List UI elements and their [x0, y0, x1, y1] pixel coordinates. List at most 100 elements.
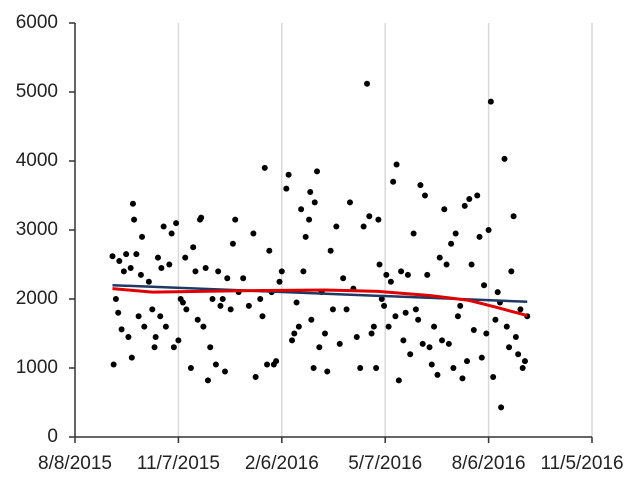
point — [424, 271, 431, 278]
point — [160, 223, 167, 230]
point — [289, 337, 296, 344]
point — [127, 264, 134, 271]
point — [459, 375, 466, 382]
point — [395, 377, 402, 384]
point — [336, 340, 343, 347]
point — [300, 268, 307, 275]
point — [149, 306, 156, 313]
point — [278, 268, 285, 275]
point — [478, 354, 485, 361]
point — [311, 199, 318, 206]
point — [137, 271, 144, 278]
point — [131, 216, 138, 223]
point — [168, 230, 175, 237]
point — [370, 323, 377, 330]
point — [179, 299, 186, 306]
point — [261, 164, 268, 171]
point — [353, 333, 360, 340]
y-tick-label: 6000 — [16, 12, 58, 33]
point — [501, 155, 508, 162]
point — [448, 240, 455, 247]
y-tick-label: 2000 — [16, 288, 58, 309]
point — [436, 254, 443, 261]
y-tick-label: 4000 — [16, 150, 58, 171]
point — [200, 323, 207, 330]
point — [192, 268, 199, 275]
point — [118, 326, 125, 333]
point — [154, 254, 161, 261]
point — [310, 365, 317, 371]
point — [329, 306, 336, 313]
point — [385, 323, 392, 330]
point — [139, 233, 146, 240]
point — [434, 371, 441, 378]
point — [457, 302, 464, 309]
point — [151, 344, 158, 351]
point — [266, 247, 273, 254]
point — [232, 216, 239, 223]
point — [481, 282, 488, 289]
point — [252, 373, 259, 380]
point — [381, 302, 388, 309]
y-tick-label: 1000 — [16, 357, 58, 378]
point — [166, 261, 173, 268]
point — [490, 373, 497, 380]
point — [360, 223, 367, 230]
point — [285, 171, 292, 178]
point — [357, 365, 364, 371]
point — [219, 296, 226, 302]
point — [340, 275, 347, 282]
point — [110, 361, 117, 368]
point — [157, 313, 164, 320]
point — [407, 351, 414, 358]
point — [503, 323, 510, 330]
x-tick-label: 2/6/2016 — [245, 453, 319, 474]
point — [183, 306, 190, 313]
point — [141, 323, 148, 330]
point — [158, 264, 165, 271]
point — [115, 309, 122, 316]
point — [521, 358, 528, 365]
point — [306, 216, 313, 223]
point — [412, 306, 419, 313]
point — [207, 344, 214, 351]
point — [109, 253, 116, 260]
y-tick-label: 5000 — [16, 81, 58, 102]
point — [383, 271, 390, 278]
point — [316, 344, 323, 351]
point — [125, 333, 132, 340]
point — [452, 230, 459, 237]
point — [439, 337, 446, 344]
point — [498, 404, 505, 411]
point — [295, 323, 302, 330]
point — [476, 233, 483, 240]
point — [273, 358, 280, 365]
point — [428, 361, 435, 368]
point — [387, 278, 394, 285]
point — [324, 368, 331, 375]
y-tick-label: 0 — [47, 426, 58, 447]
point — [116, 258, 123, 265]
point — [145, 278, 152, 285]
point — [378, 296, 385, 302]
point — [129, 200, 136, 207]
point — [307, 189, 314, 196]
x-tick-label: 8/6/2016 — [452, 453, 526, 474]
point — [450, 365, 457, 371]
point — [250, 230, 257, 237]
point — [431, 323, 438, 330]
point — [227, 306, 234, 313]
point — [259, 313, 266, 320]
point — [333, 223, 340, 230]
point — [419, 340, 426, 347]
point — [215, 268, 222, 275]
point — [194, 316, 201, 323]
point — [468, 261, 475, 268]
point — [343, 306, 350, 313]
point — [443, 261, 450, 268]
y-tick-label: 3000 — [16, 219, 58, 240]
point — [327, 247, 334, 254]
point — [494, 289, 501, 296]
point — [175, 337, 182, 344]
x-tick-label: 5/7/2016 — [348, 453, 422, 474]
